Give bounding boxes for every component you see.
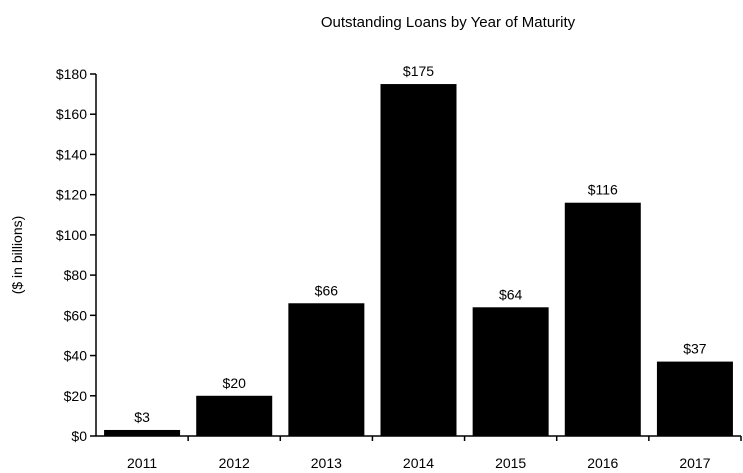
data-label-2012: $20 (223, 375, 247, 391)
y-tick-label: $40 (64, 348, 88, 364)
data-label-2015: $64 (499, 286, 523, 302)
x-tick-label: 2011 (127, 455, 157, 471)
y-tick-label: $180 (56, 66, 87, 82)
x-tick-label: 2012 (219, 455, 250, 471)
x-tick-label: 2015 (495, 455, 526, 471)
data-label-2016: $116 (588, 182, 618, 198)
data-label-2017: $37 (683, 341, 707, 357)
y-axis: $0 $20 $40 $60 $80 $100 $120 $140 $160 $180 (56, 66, 97, 444)
bar-2012 (196, 395, 273, 436)
bar-2016 (564, 202, 641, 436)
y-tick-label: $140 (56, 146, 87, 162)
data-labels: $3 $20 $66 $175 $64 $116 $37 (134, 63, 707, 425)
x-tick-label: 2014 (403, 455, 434, 471)
data-label-2011: $3 (134, 409, 150, 425)
bars (104, 84, 733, 437)
chart-title: Outstanding Loans by Year of Maturity (321, 14, 576, 31)
y-tick-label: $20 (64, 388, 88, 404)
y-tick-label: $80 (64, 267, 88, 283)
x-tick-label: 2017 (679, 455, 710, 471)
y-tick-label: $100 (56, 227, 87, 243)
y-axis-label: ($ in billions) (9, 216, 25, 295)
x-axis: 2011 2012 2013 2014 2015 2016 2017 (96, 435, 742, 471)
bar-2013 (288, 303, 365, 436)
y-tick-label: $120 (56, 187, 87, 203)
bar-2017 (656, 361, 733, 436)
bar-2011 (104, 429, 181, 436)
bar-2014 (380, 84, 457, 437)
data-label-2014: $175 (403, 63, 434, 79)
data-label-2013: $66 (315, 282, 339, 298)
y-tick-label: $0 (71, 428, 87, 444)
y-tick-label: $160 (56, 106, 87, 122)
bar-2015 (472, 307, 549, 436)
x-tick-label: 2016 (587, 455, 618, 471)
x-tick-label: 2013 (311, 455, 342, 471)
y-tick-label: $60 (64, 307, 88, 323)
